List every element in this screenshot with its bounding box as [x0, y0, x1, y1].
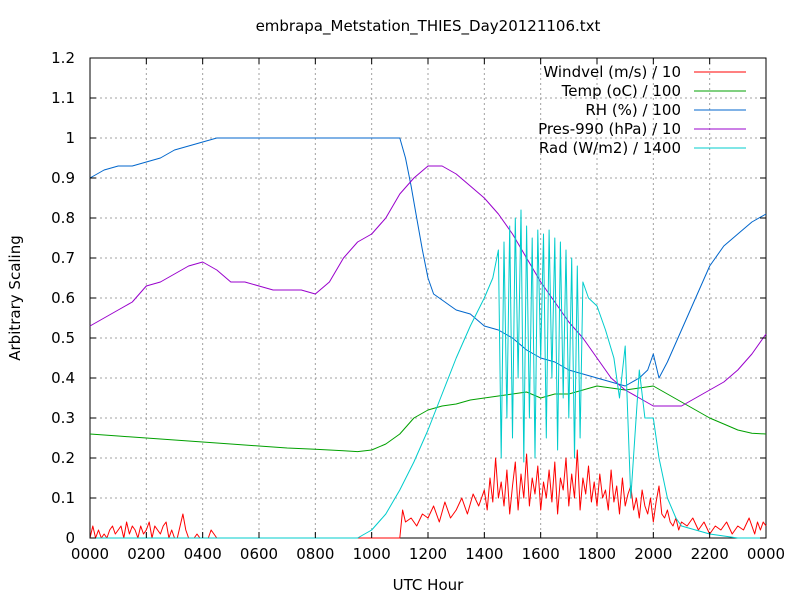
- y-tick-label: 0.8: [51, 209, 75, 227]
- series-line-2: [89, 137, 767, 387]
- legend-label: Temp (oC) / 100: [561, 82, 681, 100]
- y-tick-label: 0.3: [51, 409, 75, 427]
- x-tick-label: 2000: [634, 545, 672, 563]
- legend-label: Windvel (m/s) / 10: [543, 63, 681, 81]
- series-line-3: [89, 165, 767, 407]
- x-tick-label: 0400: [184, 545, 222, 563]
- x-tick-label: 2200: [691, 545, 729, 563]
- x-tick-label: 1800: [578, 545, 616, 563]
- y-tick-label: 0.4: [51, 369, 75, 387]
- x-tick-label: 1400: [465, 545, 503, 563]
- y-tick-label: 0.7: [51, 249, 75, 267]
- x-tick-label: 1200: [409, 545, 447, 563]
- legend-label: Pres-990 (hPa) / 10: [538, 120, 681, 138]
- y-tick-label: 0.2: [51, 449, 75, 467]
- y-tick-label: 1: [65, 129, 75, 147]
- y-tick-label: 0.1: [51, 489, 75, 507]
- x-axis-label: UTC Hour: [393, 576, 464, 594]
- x-tick-label: 1000: [353, 545, 391, 563]
- series-line-1: [89, 385, 767, 453]
- y-axis: 0 0.1 0.2 0.3 0.4 0.5 0.6 0.7 0.8 0.9 1 1.1 1.2: [51, 49, 766, 547]
- x-tick-label: 0000: [71, 545, 109, 563]
- x-tick-label: 0600: [240, 545, 278, 563]
- y-tick-label: 1.1: [51, 89, 75, 107]
- x-tick-label: 0000: [747, 545, 785, 563]
- x-axis: 0000 0200 0400 0600 0800 1000 1200 1400 1600 1800…: [71, 58, 785, 563]
- y-tick-label: 0.6: [51, 289, 75, 307]
- series-line-0: [89, 449, 767, 539]
- x-tick-label: 0800: [296, 545, 334, 563]
- legend-label: Rad (W/m2) / 1400: [539, 139, 681, 157]
- legend-label: RH (%) / 100: [585, 101, 681, 119]
- y-tick-label: 0.9: [51, 169, 75, 187]
- series-line-4: [90, 209, 766, 539]
- y-axis-label: Arbitrary Scaling: [6, 235, 24, 361]
- y-tick-label: 0.5: [51, 329, 75, 347]
- series-layer: [89, 137, 767, 539]
- y-tick-label: 1.2: [51, 49, 75, 67]
- x-tick-label: 0200: [127, 545, 165, 563]
- y-tick-label: 0: [65, 529, 75, 547]
- chart-title: embrapa_Metstation_THIES_Day20121106.txt: [256, 17, 601, 36]
- x-tick-label: 1600: [522, 545, 560, 563]
